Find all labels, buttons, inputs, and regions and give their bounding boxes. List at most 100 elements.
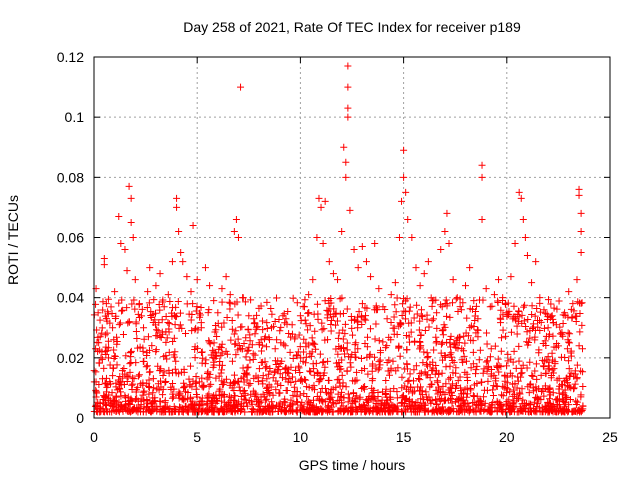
data-point — [238, 345, 246, 353]
data-point — [327, 321, 335, 329]
data-point — [497, 391, 505, 399]
data-point — [156, 306, 164, 314]
data-point — [523, 399, 531, 407]
data-point — [223, 350, 231, 358]
data-point — [545, 365, 553, 373]
data-point — [143, 349, 151, 357]
data-point — [245, 343, 253, 351]
data-point — [306, 408, 314, 416]
data-point — [258, 317, 266, 325]
grid-layer — [94, 57, 610, 418]
data-point — [510, 347, 518, 355]
data-point — [115, 299, 123, 307]
data-point — [473, 401, 481, 409]
data-point — [533, 305, 541, 313]
data-point — [203, 392, 211, 400]
data-point — [342, 383, 350, 391]
data-point — [574, 407, 582, 415]
data-point — [528, 310, 536, 318]
data-point — [94, 309, 102, 317]
data-point — [439, 388, 447, 396]
data-point — [328, 408, 336, 416]
data-point — [168, 258, 176, 266]
data-point — [396, 352, 404, 360]
data-point — [104, 337, 112, 345]
data-point — [175, 324, 183, 332]
data-point — [92, 300, 100, 308]
data-point — [240, 340, 248, 348]
data-point — [547, 300, 555, 308]
data-point — [497, 334, 505, 342]
data-point — [198, 382, 206, 390]
data-point — [287, 406, 295, 414]
data-point — [153, 385, 161, 393]
data-point — [100, 364, 108, 372]
data-point — [510, 302, 518, 310]
data-point — [424, 258, 432, 266]
data-point — [226, 291, 234, 299]
data-point — [549, 315, 557, 323]
data-point — [231, 300, 239, 308]
data-point — [98, 375, 106, 383]
data-point — [303, 383, 311, 391]
data-point — [297, 375, 305, 383]
data-point — [304, 397, 312, 405]
data-point — [314, 315, 322, 323]
data-point — [189, 221, 197, 229]
data-point — [564, 336, 572, 344]
data-marks — [90, 62, 587, 416]
data-point — [495, 368, 503, 376]
data-point — [535, 404, 543, 412]
data-point — [312, 408, 320, 416]
data-point — [183, 273, 191, 281]
data-point — [302, 376, 310, 384]
data-point — [307, 368, 315, 376]
data-point — [203, 408, 211, 416]
data-point — [478, 161, 486, 169]
data-point — [320, 325, 328, 333]
data-point — [453, 294, 461, 302]
data-point — [548, 366, 556, 374]
data-point — [434, 390, 442, 398]
data-point — [341, 350, 349, 358]
data-point — [169, 304, 177, 312]
data-point — [243, 402, 251, 410]
data-point — [523, 338, 531, 346]
data-point — [171, 348, 179, 356]
data-point — [410, 314, 418, 322]
data-point — [400, 146, 408, 154]
data-point — [408, 234, 416, 241]
data-point — [288, 330, 296, 338]
data-point — [533, 375, 541, 383]
data-point — [503, 389, 511, 397]
data-point — [192, 401, 200, 409]
data-point — [188, 327, 196, 335]
data-point — [218, 340, 226, 348]
data-point — [289, 373, 297, 381]
data-point — [109, 372, 117, 380]
data-point — [450, 358, 458, 366]
data-point — [349, 396, 357, 404]
data-point — [577, 227, 585, 235]
data-point — [161, 397, 169, 405]
data-point — [375, 337, 383, 345]
data-point — [395, 234, 403, 241]
data-point — [568, 313, 576, 321]
data-point — [439, 331, 447, 339]
data-point — [511, 380, 519, 388]
data-point — [360, 365, 368, 373]
data-point — [446, 351, 454, 359]
data-point — [557, 353, 565, 361]
data-point — [319, 359, 327, 367]
data-point — [343, 305, 351, 313]
data-point — [461, 339, 469, 347]
data-point — [172, 357, 180, 365]
data-point — [387, 366, 395, 374]
data-point — [95, 359, 103, 367]
data-point — [577, 393, 585, 401]
data-point — [385, 371, 393, 379]
data-point — [289, 294, 297, 302]
data-point — [433, 338, 441, 346]
data-point — [284, 369, 292, 377]
data-point — [111, 397, 119, 405]
